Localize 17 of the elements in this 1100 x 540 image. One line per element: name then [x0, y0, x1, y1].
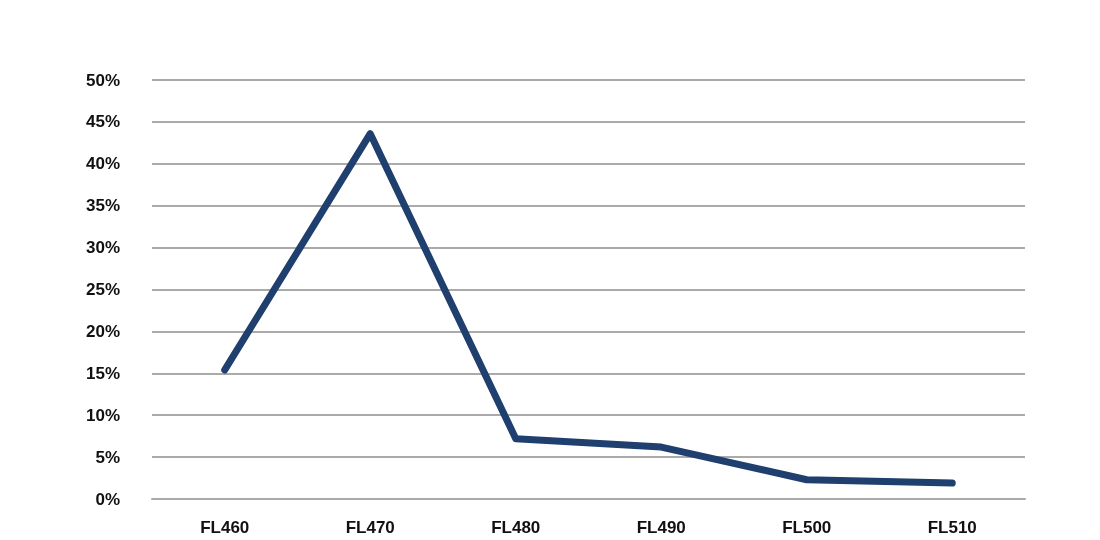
- y-tick-label: 25%: [85, 280, 120, 299]
- y-tick-label: 15%: [85, 363, 120, 383]
- y-tick-label: 35%: [85, 196, 120, 216]
- y-tick-label: 30%: [85, 238, 120, 258]
- y-tick-label: 50%: [85, 70, 120, 90]
- y-tick-label: 0%: [95, 489, 120, 509]
- y-tick-label: 10%: [85, 405, 120, 425]
- y-tick-label: 20%: [85, 321, 120, 341]
- y-tick-label: 5%: [95, 447, 120, 467]
- x-tick-label: FL470: [345, 518, 395, 537]
- y-tick-label: 40%: [85, 154, 120, 174]
- x-tick-label: FL510: [927, 518, 977, 537]
- x-tick-label: FL490: [636, 518, 686, 537]
- x-tick-label: FL500: [782, 518, 832, 537]
- x-tick-label: FL460: [200, 518, 250, 537]
- y-tick-label: 45%: [85, 112, 120, 132]
- x-tick-label: FL480: [491, 518, 541, 537]
